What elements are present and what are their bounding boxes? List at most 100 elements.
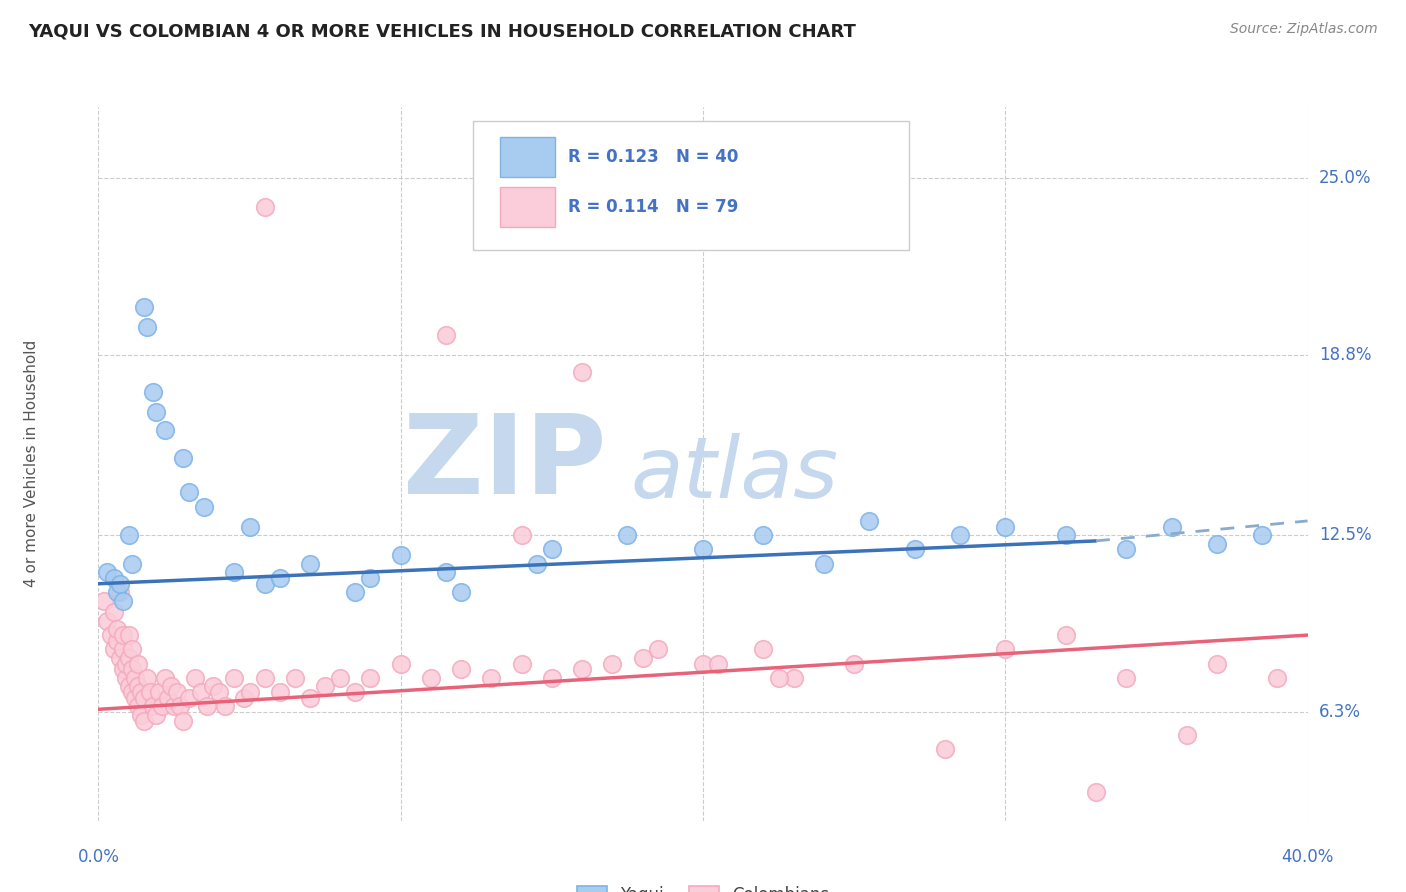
Text: 25.0%: 25.0% xyxy=(1319,169,1371,187)
Point xyxy=(153,671,176,685)
Point xyxy=(647,642,669,657)
Point xyxy=(858,514,880,528)
Point xyxy=(129,708,152,723)
FancyBboxPatch shape xyxy=(501,137,555,177)
Point xyxy=(166,685,188,699)
Point xyxy=(156,690,179,705)
Legend: Yaqui, Colombians: Yaqui, Colombians xyxy=(569,879,837,892)
Point xyxy=(299,690,322,705)
Point xyxy=(344,685,367,699)
Point xyxy=(284,671,307,685)
Point xyxy=(195,699,218,714)
Point xyxy=(434,328,457,343)
Text: ZIP: ZIP xyxy=(404,410,606,517)
Point xyxy=(121,557,143,571)
Point xyxy=(813,557,835,571)
Point xyxy=(142,699,165,714)
Point xyxy=(132,690,155,705)
Point xyxy=(540,671,562,685)
Point xyxy=(692,657,714,671)
Point xyxy=(96,566,118,580)
Point xyxy=(1251,528,1274,542)
Point xyxy=(752,642,775,657)
Point xyxy=(127,699,149,714)
Text: R = 0.123   N = 40: R = 0.123 N = 40 xyxy=(568,148,738,166)
Point xyxy=(904,542,927,557)
Point xyxy=(111,594,134,608)
Point xyxy=(139,685,162,699)
Point xyxy=(1160,519,1182,533)
Point xyxy=(160,680,183,694)
Point xyxy=(1267,671,1289,685)
Point xyxy=(253,200,276,214)
Point xyxy=(994,519,1017,533)
Point xyxy=(153,423,176,437)
Point xyxy=(118,680,141,694)
Point xyxy=(214,699,236,714)
Point xyxy=(269,685,291,699)
Point xyxy=(124,690,146,705)
Point xyxy=(934,742,956,756)
Point xyxy=(132,300,155,314)
Point xyxy=(135,319,157,334)
Point xyxy=(510,528,533,542)
Point xyxy=(193,500,215,514)
Point xyxy=(132,714,155,728)
Point xyxy=(172,451,194,466)
Point xyxy=(179,690,201,705)
Point xyxy=(1206,537,1229,551)
Point xyxy=(450,585,472,599)
FancyBboxPatch shape xyxy=(501,187,555,227)
Point xyxy=(184,671,207,685)
Point xyxy=(526,557,548,571)
Point xyxy=(105,585,128,599)
Point xyxy=(105,633,128,648)
Point xyxy=(148,685,170,699)
Point xyxy=(1085,785,1108,799)
Text: 0.0%: 0.0% xyxy=(77,848,120,866)
Point xyxy=(844,657,866,671)
Point xyxy=(1115,542,1137,557)
Text: 6.3%: 6.3% xyxy=(1319,703,1361,721)
Point xyxy=(994,642,1017,657)
Point xyxy=(768,671,790,685)
Point xyxy=(129,685,152,699)
Point xyxy=(949,528,972,542)
Point xyxy=(145,708,167,723)
Text: atlas: atlas xyxy=(630,433,838,516)
Point xyxy=(108,651,131,665)
Point xyxy=(111,662,134,676)
Point xyxy=(360,571,382,585)
Point xyxy=(540,542,562,557)
Point xyxy=(239,685,262,699)
Point xyxy=(434,566,457,580)
Point xyxy=(602,657,624,671)
Point xyxy=(163,699,186,714)
Text: YAQUI VS COLOMBIAN 4 OR MORE VEHICLES IN HOUSEHOLD CORRELATION CHART: YAQUI VS COLOMBIAN 4 OR MORE VEHICLES IN… xyxy=(28,22,856,40)
Point xyxy=(121,685,143,699)
Point xyxy=(752,528,775,542)
Point xyxy=(1206,657,1229,671)
Point xyxy=(253,671,276,685)
Point xyxy=(782,671,804,685)
Point xyxy=(631,651,654,665)
Point xyxy=(202,680,225,694)
Point xyxy=(100,628,122,642)
Point xyxy=(118,628,141,642)
Point xyxy=(232,690,254,705)
Point xyxy=(179,485,201,500)
Point xyxy=(124,671,146,685)
Point xyxy=(108,585,131,599)
Point xyxy=(103,571,125,585)
Text: 18.8%: 18.8% xyxy=(1319,346,1371,364)
Point xyxy=(1115,671,1137,685)
Point xyxy=(616,528,638,542)
Point xyxy=(145,405,167,419)
Point xyxy=(389,548,412,562)
Text: 40.0%: 40.0% xyxy=(1281,848,1334,866)
Point xyxy=(108,576,131,591)
Text: R = 0.114   N = 79: R = 0.114 N = 79 xyxy=(568,198,738,216)
Point xyxy=(114,671,136,685)
Point xyxy=(344,585,367,599)
Point xyxy=(360,671,382,685)
